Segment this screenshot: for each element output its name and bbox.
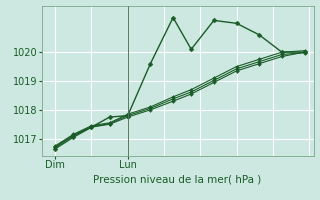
X-axis label: Pression niveau de la mer( hPa ): Pression niveau de la mer( hPa ) xyxy=(93,174,262,184)
